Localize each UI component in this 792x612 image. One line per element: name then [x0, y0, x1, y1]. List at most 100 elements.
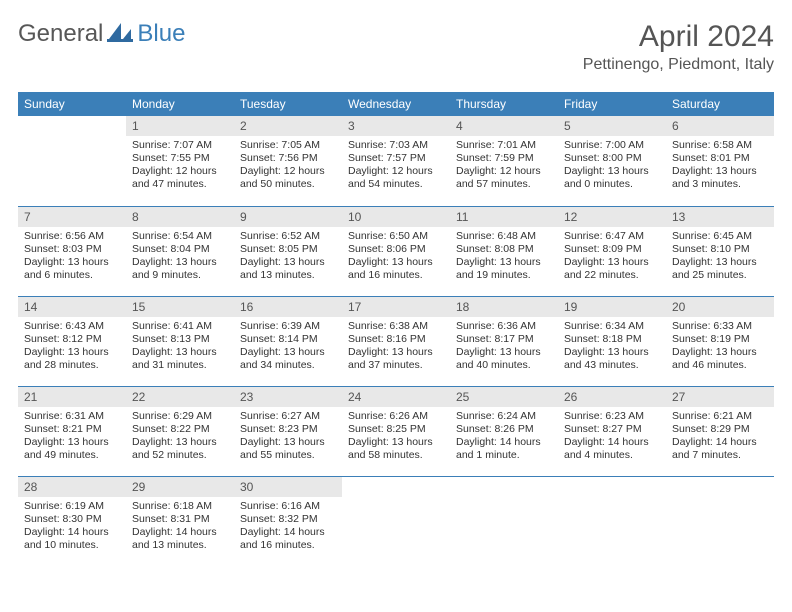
- calendar-day-cell: 6Sunrise: 6:58 AMSunset: 8:01 PMDaylight…: [666, 116, 774, 206]
- day-body: Sunrise: 6:58 AMSunset: 8:01 PMDaylight:…: [666, 136, 774, 196]
- sunset-text: Sunset: 8:22 PM: [132, 423, 228, 436]
- logo-text-blue: Blue: [137, 20, 185, 48]
- day-body: Sunrise: 6:38 AMSunset: 8:16 PMDaylight:…: [342, 317, 450, 377]
- sunrise-text: Sunrise: 6:23 AM: [564, 410, 660, 423]
- month-title: April 2024: [583, 20, 774, 54]
- day-number: 14: [18, 297, 126, 317]
- day-body: Sunrise: 7:00 AMSunset: 8:00 PMDaylight:…: [558, 136, 666, 196]
- sunset-text: Sunset: 8:00 PM: [564, 152, 660, 165]
- day-number: 8: [126, 207, 234, 227]
- weekday-header-row: Sunday Monday Tuesday Wednesday Thursday…: [18, 92, 774, 116]
- sunrise-text: Sunrise: 6:58 AM: [672, 139, 768, 152]
- weekday-monday: Monday: [126, 92, 234, 116]
- day-body: Sunrise: 6:50 AMSunset: 8:06 PMDaylight:…: [342, 227, 450, 287]
- calendar-day-cell: 15Sunrise: 6:41 AMSunset: 8:13 PMDayligh…: [126, 296, 234, 386]
- sunrise-text: Sunrise: 6:16 AM: [240, 500, 336, 513]
- day-body: Sunrise: 6:56 AMSunset: 8:03 PMDaylight:…: [18, 227, 126, 287]
- day-number: 10: [342, 207, 450, 227]
- sunrise-text: Sunrise: 6:18 AM: [132, 500, 228, 513]
- calendar-day-cell: 26Sunrise: 6:23 AMSunset: 8:27 PMDayligh…: [558, 386, 666, 476]
- sunset-text: Sunset: 8:06 PM: [348, 243, 444, 256]
- calendar-day-cell: [558, 476, 666, 566]
- day-number: 5: [558, 116, 666, 136]
- sunset-text: Sunset: 8:13 PM: [132, 333, 228, 346]
- sunrise-text: Sunrise: 6:26 AM: [348, 410, 444, 423]
- calendar-day-cell: 29Sunrise: 6:18 AMSunset: 8:31 PMDayligh…: [126, 476, 234, 566]
- day-number: 21: [18, 387, 126, 407]
- calendar-week-row: 21Sunrise: 6:31 AMSunset: 8:21 PMDayligh…: [18, 386, 774, 476]
- weekday-thursday: Thursday: [450, 92, 558, 116]
- sunset-text: Sunset: 8:05 PM: [240, 243, 336, 256]
- day-body: Sunrise: 6:26 AMSunset: 8:25 PMDaylight:…: [342, 407, 450, 467]
- calendar-day-cell: 5Sunrise: 7:00 AMSunset: 8:00 PMDaylight…: [558, 116, 666, 206]
- sunrise-text: Sunrise: 6:56 AM: [24, 230, 120, 243]
- calendar-day-cell: 28Sunrise: 6:19 AMSunset: 8:30 PMDayligh…: [18, 476, 126, 566]
- daylight-text: Daylight: 13 hours and 55 minutes.: [240, 436, 336, 462]
- sunrise-text: Sunrise: 7:07 AM: [132, 139, 228, 152]
- sunrise-text: Sunrise: 6:33 AM: [672, 320, 768, 333]
- calendar-day-cell: [342, 476, 450, 566]
- header: General Blue April 2024 Pettinengo, Pied…: [18, 20, 774, 74]
- sunrise-text: Sunrise: 6:21 AM: [672, 410, 768, 423]
- sunset-text: Sunset: 8:17 PM: [456, 333, 552, 346]
- sunrise-text: Sunrise: 6:41 AM: [132, 320, 228, 333]
- calendar-day-cell: 1Sunrise: 7:07 AMSunset: 7:55 PMDaylight…: [126, 116, 234, 206]
- calendar-day-cell: 19Sunrise: 6:34 AMSunset: 8:18 PMDayligh…: [558, 296, 666, 386]
- sunset-text: Sunset: 8:18 PM: [564, 333, 660, 346]
- daylight-text: Daylight: 13 hours and 31 minutes.: [132, 346, 228, 372]
- daylight-text: Daylight: 13 hours and 37 minutes.: [348, 346, 444, 372]
- day-number: 16: [234, 297, 342, 317]
- day-body: Sunrise: 6:47 AMSunset: 8:09 PMDaylight:…: [558, 227, 666, 287]
- sunrise-text: Sunrise: 6:31 AM: [24, 410, 120, 423]
- daylight-text: Daylight: 13 hours and 49 minutes.: [24, 436, 120, 462]
- daylight-text: Daylight: 13 hours and 34 minutes.: [240, 346, 336, 372]
- daylight-text: Daylight: 12 hours and 50 minutes.: [240, 165, 336, 191]
- day-body: Sunrise: 7:05 AMSunset: 7:56 PMDaylight:…: [234, 136, 342, 196]
- daylight-text: Daylight: 13 hours and 25 minutes.: [672, 256, 768, 282]
- calendar-day-cell: 23Sunrise: 6:27 AMSunset: 8:23 PMDayligh…: [234, 386, 342, 476]
- sunrise-text: Sunrise: 7:01 AM: [456, 139, 552, 152]
- sunset-text: Sunset: 8:14 PM: [240, 333, 336, 346]
- calendar-day-cell: 30Sunrise: 6:16 AMSunset: 8:32 PMDayligh…: [234, 476, 342, 566]
- sunset-text: Sunset: 7:59 PM: [456, 152, 552, 165]
- day-body: Sunrise: 7:01 AMSunset: 7:59 PMDaylight:…: [450, 136, 558, 196]
- weekday-sunday: Sunday: [18, 92, 126, 116]
- day-number: 20: [666, 297, 774, 317]
- day-number: 29: [126, 477, 234, 497]
- sunset-text: Sunset: 8:31 PM: [132, 513, 228, 526]
- day-number: 11: [450, 207, 558, 227]
- day-body: Sunrise: 6:41 AMSunset: 8:13 PMDaylight:…: [126, 317, 234, 377]
- day-body: Sunrise: 7:07 AMSunset: 7:55 PMDaylight:…: [126, 136, 234, 196]
- sunrise-text: Sunrise: 6:52 AM: [240, 230, 336, 243]
- sunrise-text: Sunrise: 6:24 AM: [456, 410, 552, 423]
- sunset-text: Sunset: 8:08 PM: [456, 243, 552, 256]
- day-body: Sunrise: 7:03 AMSunset: 7:57 PMDaylight:…: [342, 136, 450, 196]
- day-number: 7: [18, 207, 126, 227]
- calendar-day-cell: 27Sunrise: 6:21 AMSunset: 8:29 PMDayligh…: [666, 386, 774, 476]
- calendar-day-cell: 16Sunrise: 6:39 AMSunset: 8:14 PMDayligh…: [234, 296, 342, 386]
- day-body: Sunrise: 6:52 AMSunset: 8:05 PMDaylight:…: [234, 227, 342, 287]
- calendar-day-cell: 11Sunrise: 6:48 AMSunset: 8:08 PMDayligh…: [450, 206, 558, 296]
- day-number: 3: [342, 116, 450, 136]
- sunset-text: Sunset: 8:10 PM: [672, 243, 768, 256]
- sunrise-text: Sunrise: 6:19 AM: [24, 500, 120, 513]
- sunset-text: Sunset: 8:30 PM: [24, 513, 120, 526]
- daylight-text: Daylight: 13 hours and 0 minutes.: [564, 165, 660, 191]
- day-number: 1: [126, 116, 234, 136]
- day-body: Sunrise: 6:23 AMSunset: 8:27 PMDaylight:…: [558, 407, 666, 467]
- day-number: 13: [666, 207, 774, 227]
- weekday-wednesday: Wednesday: [342, 92, 450, 116]
- daylight-text: Daylight: 14 hours and 7 minutes.: [672, 436, 768, 462]
- sunrise-text: Sunrise: 6:50 AM: [348, 230, 444, 243]
- sunrise-text: Sunrise: 6:43 AM: [24, 320, 120, 333]
- daylight-text: Daylight: 13 hours and 22 minutes.: [564, 256, 660, 282]
- sunrise-text: Sunrise: 6:29 AM: [132, 410, 228, 423]
- calendar-day-cell: 4Sunrise: 7:01 AMSunset: 7:59 PMDaylight…: [450, 116, 558, 206]
- sunset-text: Sunset: 8:32 PM: [240, 513, 336, 526]
- sunrise-text: Sunrise: 7:00 AM: [564, 139, 660, 152]
- sunrise-text: Sunrise: 7:05 AM: [240, 139, 336, 152]
- day-body: Sunrise: 6:16 AMSunset: 8:32 PMDaylight:…: [234, 497, 342, 557]
- calendar-day-cell: 25Sunrise: 6:24 AMSunset: 8:26 PMDayligh…: [450, 386, 558, 476]
- sunset-text: Sunset: 8:21 PM: [24, 423, 120, 436]
- weekday-tuesday: Tuesday: [234, 92, 342, 116]
